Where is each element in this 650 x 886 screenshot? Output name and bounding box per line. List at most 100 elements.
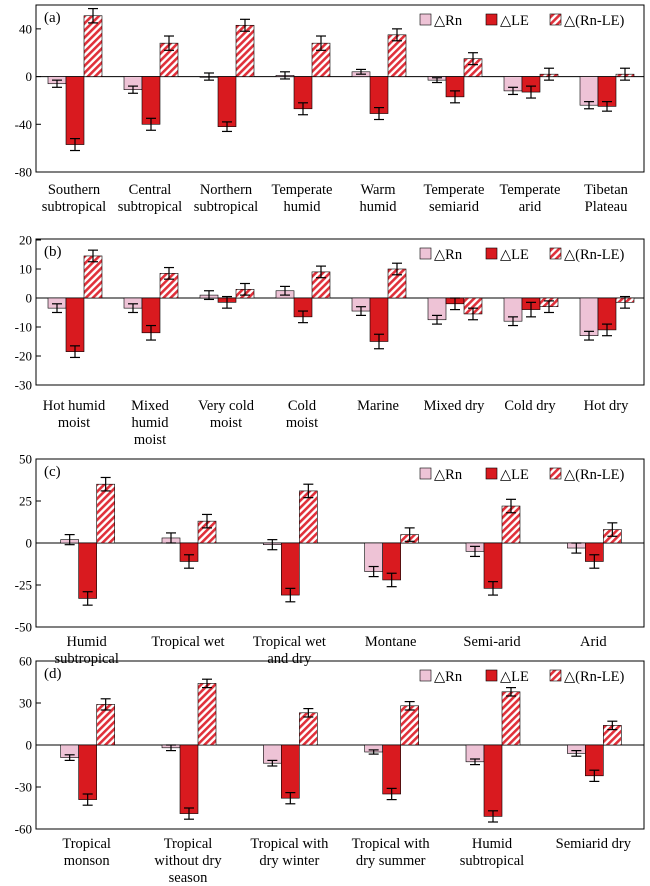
- category-label: Tropical wet and dry: [253, 634, 326, 667]
- bar-rn: [579, 297, 599, 337]
- y-tick-label: -50: [15, 620, 32, 635]
- legend-label: △(Rn-LE): [564, 247, 624, 263]
- legend-swatch-rn-le: [549, 669, 562, 682]
- y-tick-label: -30: [15, 378, 32, 393]
- chart-panel-2: -50 -25 0 25 50 (c) Humid subtropical Tropical w…: [15, 452, 645, 667]
- bar-rn: [579, 76, 599, 106]
- bar-le: [217, 76, 237, 127]
- y-tick-label: 25: [19, 494, 32, 509]
- chart-panel-0: -80 -40 0 40 (a) Southern subtropical Central su…: [15, 4, 645, 215]
- category-label: Central subtropical: [118, 182, 182, 215]
- legend-label: △(Rn-LE): [564, 467, 624, 483]
- bar-rn-le: [197, 683, 217, 746]
- legend-label: △Rn: [434, 467, 463, 483]
- legend-label: △LE: [500, 669, 529, 685]
- bar-rn-le: [235, 24, 255, 77]
- category-label: Mixed humid moist: [131, 398, 170, 448]
- category-label: Humid subtropical: [54, 634, 118, 667]
- category-label: Tropical with dry winter: [250, 836, 329, 869]
- category-label: Semi-arid: [463, 634, 521, 650]
- y-tick-label: 0: [26, 536, 33, 551]
- category-label: Mixed dry: [424, 398, 486, 414]
- legend-swatch-rn: [419, 247, 432, 260]
- chart-panel-3: -60 -30 0 30 60 (d) Tropical monson Tropical with…: [15, 654, 645, 886]
- bar-rn-le: [96, 483, 115, 544]
- category-label: Temperate arid: [500, 182, 561, 215]
- legend-swatch-rn: [419, 467, 432, 480]
- plot-frame: [35, 4, 645, 173]
- y-tick-label: 40: [19, 21, 32, 36]
- y-tick-label: -40: [15, 117, 32, 132]
- category-label: Southern subtropical: [42, 182, 106, 215]
- legend-swatch-rn-le: [549, 467, 562, 480]
- legend-label: △Rn: [434, 13, 463, 29]
- y-tick-label: 10: [19, 262, 32, 277]
- category-label: Cold dry: [504, 398, 556, 414]
- y-tick-label: 50: [19, 452, 32, 467]
- bar-le: [382, 744, 401, 795]
- legend-swatch-rn: [419, 13, 432, 26]
- bar-le: [65, 297, 85, 352]
- panel-label: (d): [44, 666, 62, 682]
- bar-le: [483, 744, 503, 817]
- legend-label: △LE: [500, 467, 529, 483]
- bar-le: [78, 744, 97, 800]
- legend-swatch-le: [485, 247, 498, 260]
- legend-label: △Rn: [434, 669, 463, 685]
- category-label: Marine: [357, 398, 399, 414]
- legend-swatch-le: [485, 13, 498, 26]
- y-tick-label: -80: [15, 165, 32, 180]
- category-label: Tropical wet: [151, 634, 224, 650]
- legend-swatch-le: [485, 669, 498, 682]
- bar-rn-le: [400, 705, 419, 746]
- category-label: Very cold moist: [198, 398, 255, 431]
- bar-rn-le: [501, 691, 521, 746]
- legend-label: △LE: [500, 13, 529, 29]
- y-tick-label: 30: [19, 696, 32, 711]
- y-tick-label: 0: [26, 291, 33, 306]
- category-label: Hot humid moist: [43, 398, 106, 431]
- category-label: Tropical with dry summer: [352, 836, 431, 869]
- chart-panel-1: -30 -20 -10 0 10 20 (b) Hot humid moist Mixed humi…: [15, 233, 645, 448]
- bar-le: [141, 76, 161, 125]
- legend-swatch-rn-le: [549, 13, 562, 26]
- category-label: Warm humid: [359, 182, 397, 215]
- y-tick-label: 60: [19, 654, 32, 669]
- category-label: Hot dry: [584, 398, 629, 414]
- y-tick-label: 0: [26, 738, 33, 753]
- y-tick-label: -25: [15, 578, 32, 593]
- bar-rn-le: [299, 490, 318, 544]
- legend-swatch-rn: [419, 669, 432, 682]
- category-label: Montane: [365, 634, 417, 650]
- bar-le: [179, 744, 199, 814]
- category-label: Tropical without dry season: [154, 836, 222, 886]
- bar-le: [65, 76, 85, 145]
- y-tick-label: 0: [26, 69, 33, 84]
- bar-le: [281, 744, 300, 799]
- bar-le: [281, 542, 300, 596]
- bar-le: [78, 542, 97, 599]
- category-label: Temperate semiarid: [424, 182, 485, 215]
- category-label: Tropical monson: [62, 836, 111, 869]
- y-tick-label: -30: [15, 780, 32, 795]
- category-label: Arid: [580, 634, 607, 650]
- bar-rn-le: [83, 15, 103, 77]
- y-tick-label: -10: [15, 320, 32, 335]
- legend-label: △Rn: [434, 247, 463, 263]
- legend-label: △(Rn-LE): [564, 669, 624, 685]
- bar-rn-le: [299, 712, 318, 746]
- category-label: Northern subtropical: [194, 182, 258, 215]
- y-tick-label: 20: [19, 233, 32, 248]
- panel-label: (c): [44, 464, 61, 480]
- y-tick-label: -60: [15, 822, 32, 837]
- legend-label: △(Rn-LE): [564, 13, 624, 29]
- y-tick-label: -20: [15, 349, 32, 364]
- category-label: Humid subtropical: [460, 836, 524, 869]
- category-label: Semiarid dry: [556, 836, 632, 852]
- category-label: Temperate humid: [272, 182, 333, 215]
- category-label: Tibetan Plateau: [584, 182, 629, 215]
- category-label: Cold moist: [286, 398, 318, 431]
- plot-frame: [35, 238, 645, 386]
- legend-swatch-le: [485, 467, 498, 480]
